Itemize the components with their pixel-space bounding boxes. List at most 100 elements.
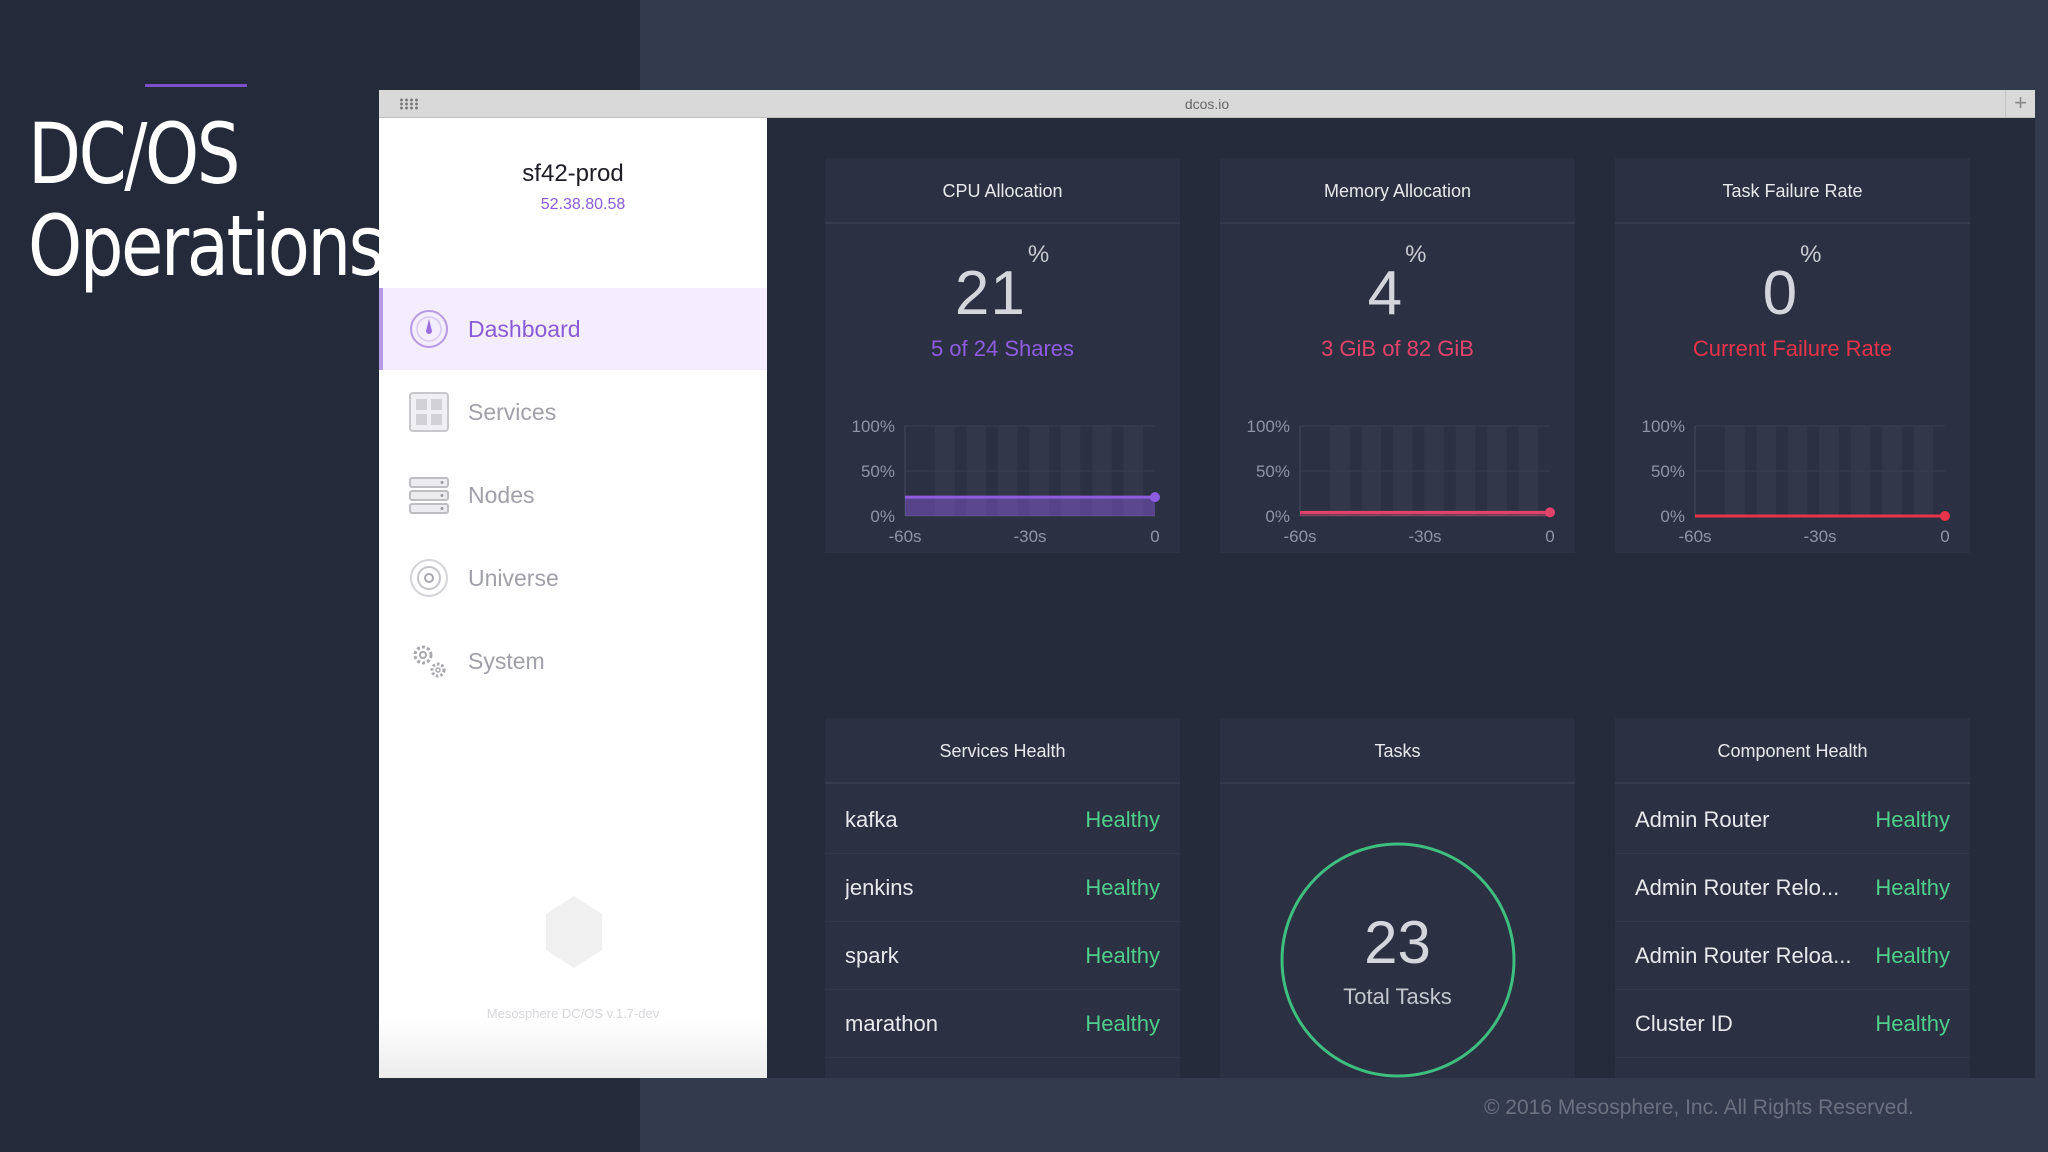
sidebar-item-services[interactable]: Services (379, 371, 767, 453)
list-item[interactable]: marathon Healthy (825, 990, 1180, 1058)
chart-y-tick-label: 0% (870, 507, 895, 526)
chart-x-tick-label: -60s (888, 527, 921, 546)
chart-y-tick-label: 50% (861, 462, 895, 481)
list-item[interactable]: jenkins Healthy (825, 854, 1180, 922)
sidebar-item-dashboard[interactable]: Dashboard (379, 288, 767, 370)
component-name: Admin Router Relo... (1635, 874, 1840, 900)
list-item[interactable]: spark Healthy (825, 922, 1180, 990)
chart-latest-point (1940, 511, 1950, 521)
chart-x-tick-label: 0 (1150, 527, 1159, 546)
sidebar-item-label: Nodes (468, 481, 535, 508)
service-name: marathon (845, 1010, 938, 1036)
chart-y-tick-label: 50% (1651, 462, 1685, 481)
component-name: Cluster ID (1635, 1010, 1733, 1036)
health-status: Healthy (1085, 874, 1160, 900)
chart-y-tick-label: 100% (852, 417, 895, 436)
address-bar[interactable]: dcos.io (1184, 96, 1230, 112)
chart-y-tick-label: 100% (1642, 417, 1685, 436)
dashboard-main: CPU Allocation 21% 5 of 24 Shares 100% 50… (767, 118, 2035, 1078)
sidebar-item-system[interactable]: System (379, 620, 767, 702)
apps-grid-icon[interactable] (399, 98, 419, 110)
health-status: Healthy (1085, 942, 1160, 968)
chart-y-tick-label: 0% (1265, 507, 1290, 526)
services-health-panel[interactable]: Services Health kafka Healthy jenkins He… (825, 718, 1180, 1078)
chart-latest-point (1150, 492, 1160, 503)
sidebar-item-label: Services (468, 398, 557, 425)
sidebar-item-nodes[interactable]: Nodes (379, 454, 767, 536)
list-item[interactable]: Cluster ID Healthy (1615, 990, 1970, 1058)
cpu-allocation-chart: 100% 50% 0%-60s -30s 0 (852, 417, 1160, 546)
sidebar-item-label: Dashboard (468, 315, 581, 342)
chart-x-tick-label: -30s (1408, 527, 1441, 546)
chart-y-tick-label: 0% (1660, 507, 1685, 526)
panel-title: Component Health (1615, 718, 1970, 784)
universe-icon (408, 557, 450, 599)
component-health-panel[interactable]: Component Health Admin Router Healthy Ad… (1615, 718, 1970, 1078)
mesosphere-logo-icon (546, 896, 602, 968)
copyright: © 2016 Mesosphere, Inc. All Rights Reser… (1484, 1096, 1914, 1119)
health-status: Healthy (1875, 1010, 1950, 1036)
sidebar-item-label: System (468, 647, 545, 674)
chart-y-tick-label: 50% (1256, 462, 1290, 481)
title-accent-line (145, 84, 247, 87)
task-failure-rate-chart: 100% 50% 0%-60s -30s 0 (1642, 417, 1950, 546)
version-label: Mesosphere DC/OS v.1.7-dev (486, 1006, 660, 1021)
memory-allocation-panel[interactable]: Memory Allocation 4% 3 GiB of 82 GiB 100… (1220, 158, 1575, 553)
cpu-shares-text: 5 of 24 Shares (930, 336, 1075, 361)
browser-window: dcos.io + sf42-prod 52.38.80.58 Dashboar… (379, 90, 2035, 1078)
service-name: kafka (845, 806, 898, 832)
cluster-ip: 52.38.80.58 (540, 196, 626, 213)
gears-icon (408, 640, 450, 682)
cpu-percent-value: 21% (954, 241, 1051, 328)
task-failure-rate-panel[interactable]: Task Failure Rate 0% Current Failure Rat… (1615, 158, 1970, 553)
list-item[interactable]: Admin Router Relo... Healthy (1615, 854, 1970, 922)
cluster-name[interactable]: sf42-prod (522, 160, 624, 187)
component-name: Admin Router (1635, 806, 1770, 832)
chart-area (905, 497, 1155, 516)
chart-x-tick-label: -30s (1013, 527, 1046, 546)
failure-rate-text: Current Failure Rate (1692, 336, 1893, 361)
health-status: Healthy (1875, 942, 1950, 968)
sidebar-item-universe[interactable]: Universe (379, 537, 767, 619)
tasks-panel[interactable]: Tasks 23 Total Tasks (1220, 718, 1575, 1078)
chart-x-tick-label: -30s (1803, 527, 1836, 546)
failure-percent-value: 0% (1762, 241, 1823, 328)
memory-allocation-chart: 100% 50% 0%-60s -30s 0 (1247, 417, 1555, 546)
browser-titlebar: dcos.io + (379, 90, 2035, 118)
health-status: Healthy (1875, 806, 1950, 832)
health-status: Healthy (1085, 806, 1160, 832)
total-tasks-label: Total Tasks (1343, 984, 1452, 1009)
panel-title: Services Health (825, 718, 1180, 784)
chart-x-tick-label: -60s (1678, 527, 1711, 546)
slide-title-line-1: DC/OS (28, 105, 240, 203)
slide-title-line-2: Operations (28, 197, 385, 295)
list-item[interactable]: kafka Healthy (825, 786, 1180, 854)
new-tab-button[interactable]: + (2005, 90, 2035, 118)
service-name: spark (845, 942, 899, 968)
total-tasks-count: 23 (1364, 909, 1431, 976)
panel-title: CPU Allocation (825, 158, 1180, 224)
memory-percent-value: 4% (1367, 241, 1428, 328)
slide-title: DC/OS Operations (28, 105, 385, 295)
list-item[interactable]: Admin Router Reloa... Healthy (1615, 922, 1970, 990)
list-item[interactable]: Admin Router Healthy (1615, 786, 1970, 854)
sidebar-footer-fade (379, 1018, 767, 1078)
sidebar: sf42-prod 52.38.80.58 Dashboard Services… (379, 118, 767, 1078)
nodes-icon (408, 474, 450, 516)
panel-title: Task Failure Rate (1615, 158, 1970, 224)
chart-x-tick-label: 0 (1545, 527, 1554, 546)
services-icon (408, 391, 450, 433)
panel-title: Memory Allocation (1220, 158, 1575, 224)
sidebar-item-label: Universe (468, 564, 559, 591)
tasks-ring-chart (1280, 842, 1516, 1078)
memory-usage-text: 3 GiB of 82 GiB (1321, 336, 1474, 361)
cpu-allocation-panel[interactable]: CPU Allocation 21% 5 of 24 Shares 100% 50… (825, 158, 1180, 553)
health-status: Healthy (1085, 1010, 1160, 1036)
health-status: Healthy (1875, 874, 1950, 900)
chart-x-tick-label: -60s (1283, 527, 1316, 546)
panel-title: Tasks (1220, 718, 1575, 784)
component-name: Admin Router Reloa... (1635, 942, 1852, 968)
dashboard-icon (408, 308, 450, 350)
chart-latest-point (1545, 507, 1555, 518)
chart-x-tick-label: 0 (1940, 527, 1949, 546)
